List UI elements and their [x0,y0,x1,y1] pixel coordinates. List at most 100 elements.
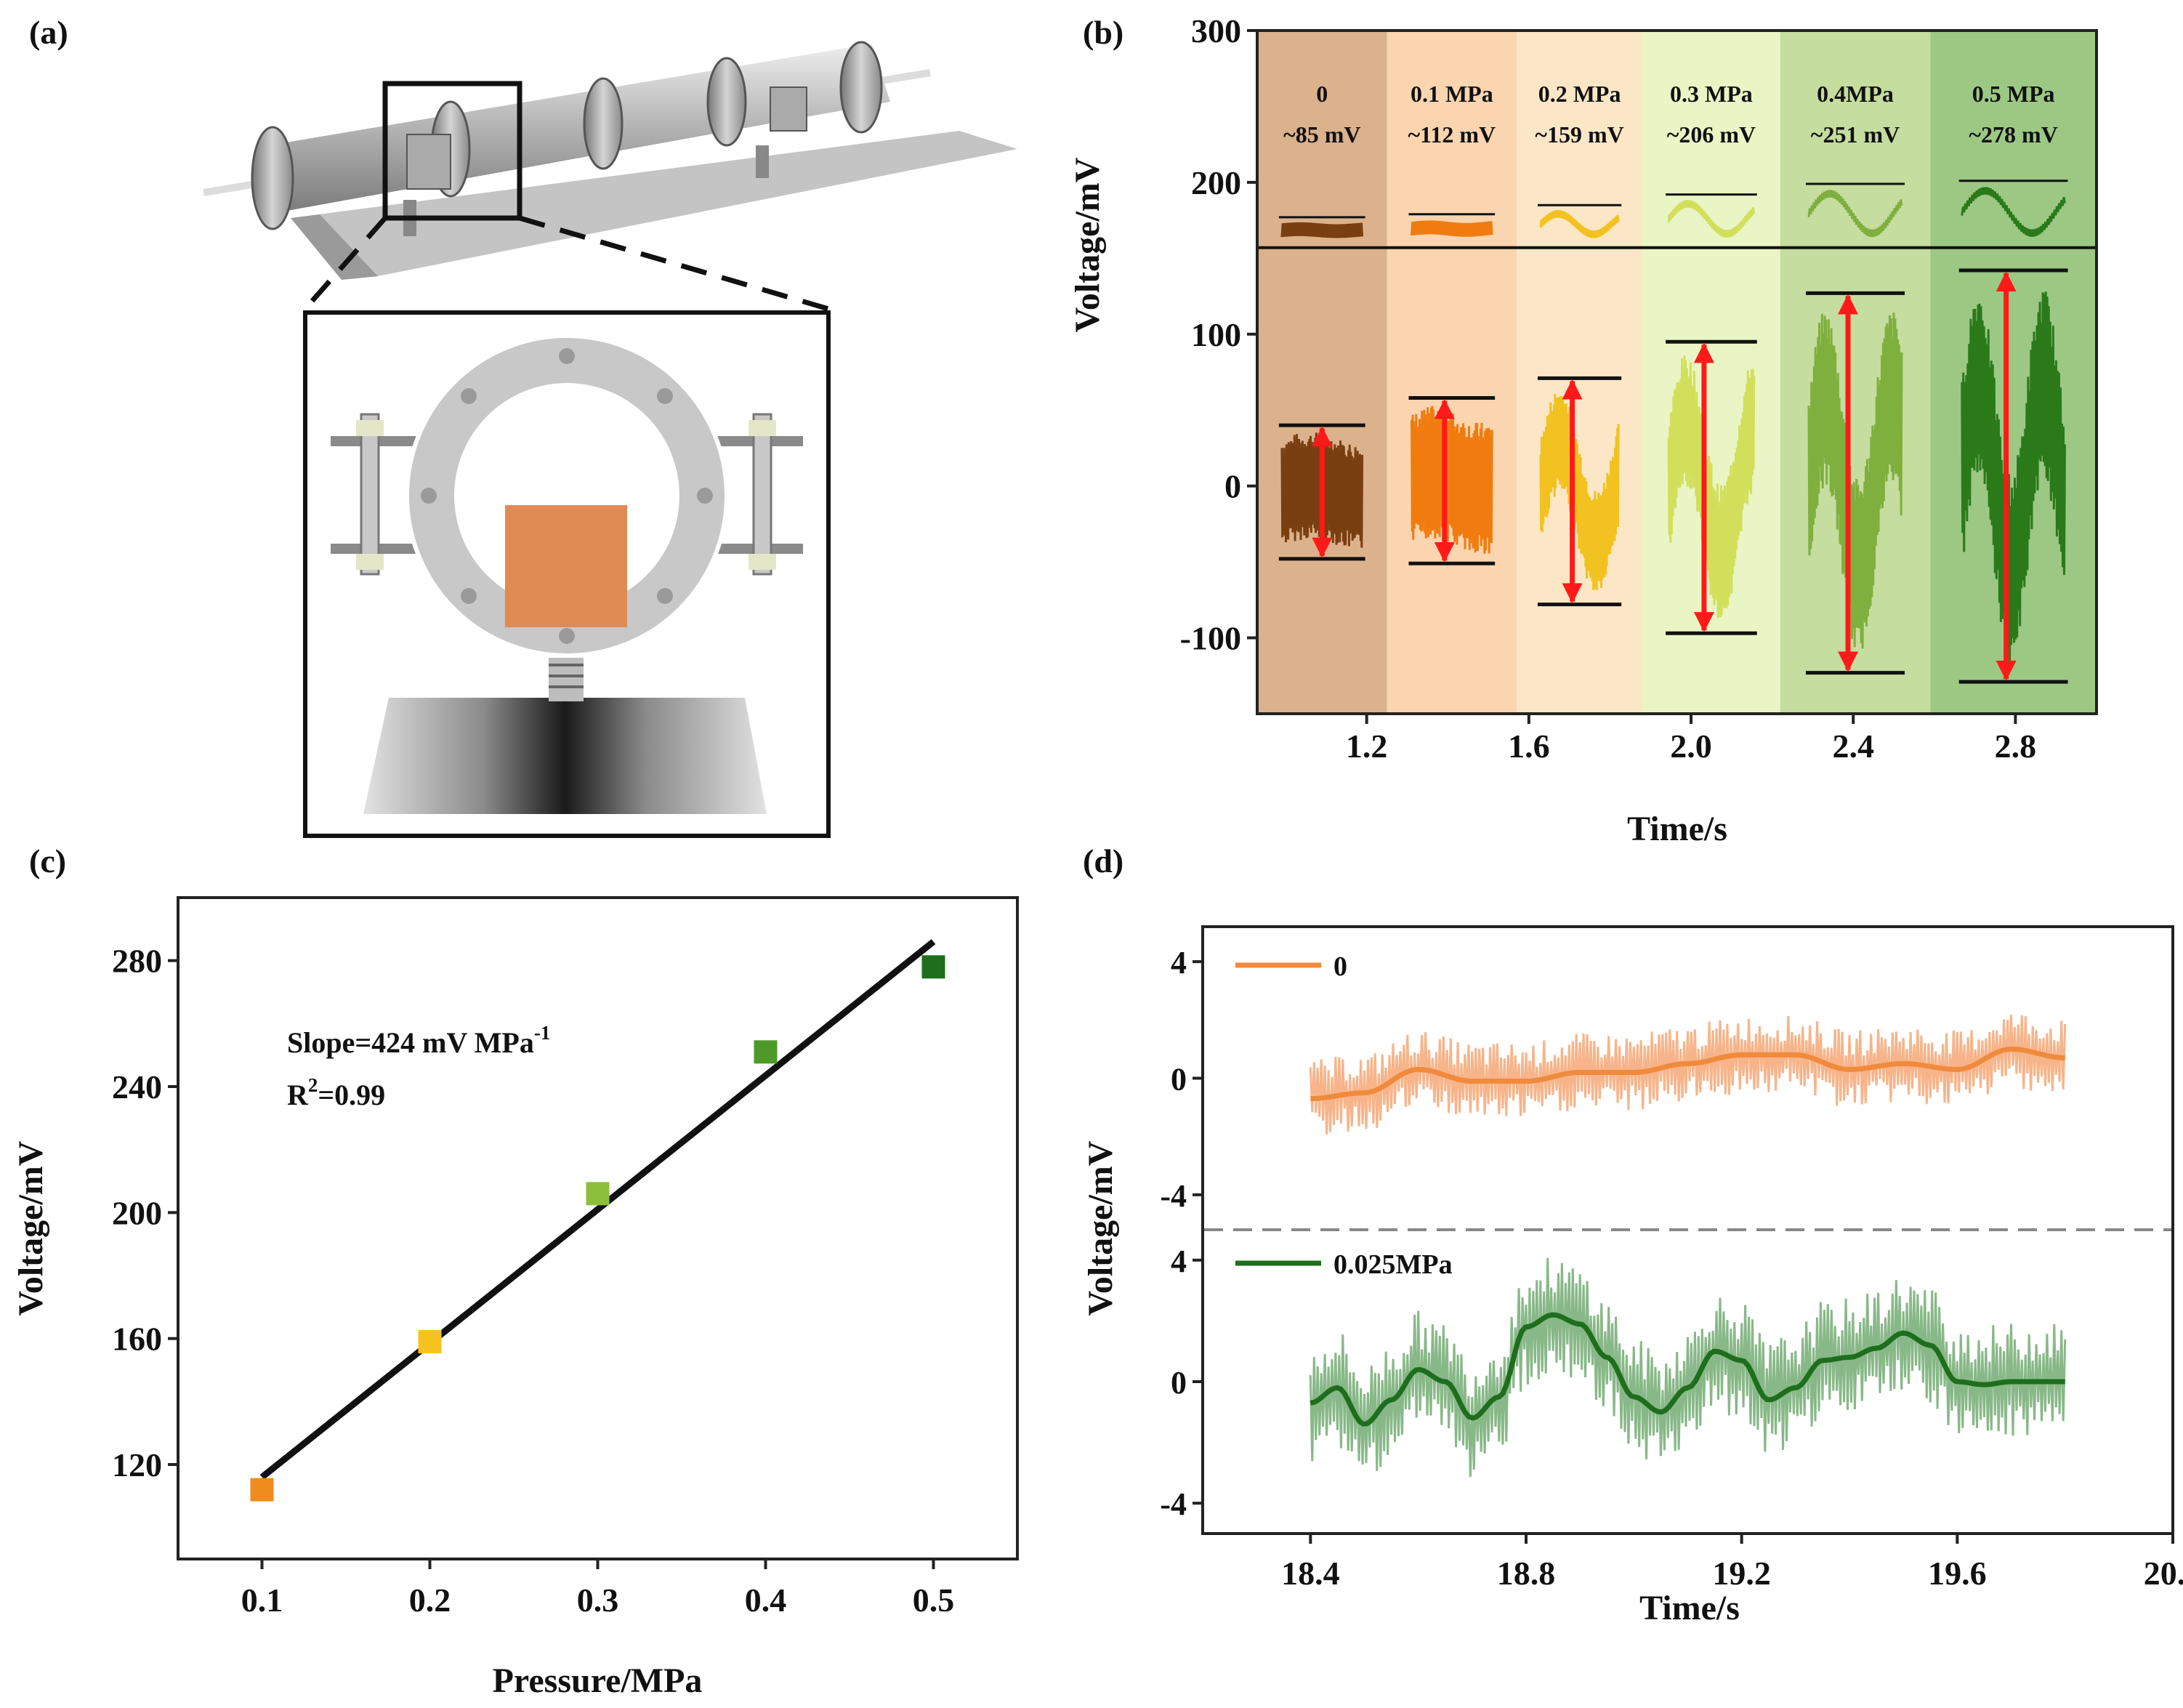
nut-left-bottom [356,554,384,570]
d-ytick-label: 0 [1171,1365,1187,1401]
flange-bolt-hole [421,488,437,504]
c-ytick-label: 120 [112,1446,162,1483]
c-points [250,955,945,1502]
b-pressure-label-3: 0.3 MPa [1670,81,1753,107]
pipe-base-plate-side [291,214,378,280]
bolt-right [752,413,772,576]
d-ytick-label: 4 [1171,945,1187,980]
d-xtick-label: 18.8 [1497,1555,1556,1592]
zoom-line-right [519,215,829,312]
c-ytick-label: 280 [112,943,162,980]
d-ytick-label: 4 [1171,1244,1187,1279]
b-amplitude-label-4: ~251 mV [1811,121,1900,148]
b-xtick-label: 1.6 [1508,728,1550,765]
pipe-end-flange-left [251,126,294,230]
b-pressure-label-0: 0 [1316,81,1328,107]
c-r2-annotation: R2=0.99 [287,1074,385,1111]
d-frame [1201,925,2174,1535]
b-axes: -100 0 100 200 300 1.2 1.6 2.0 2.4 2.8 [1180,12,2036,765]
flange-bolt-hole [559,628,575,644]
b-ytick-label: 100 [1191,316,1241,353]
panel-label-c: (c) [29,842,66,879]
d-xtick-label: 18.4 [1281,1555,1340,1592]
c-point-3 [754,1040,778,1064]
b-segment-bg-0 [1257,31,1387,714]
d-raw-trace-0 [1309,1015,2067,1135]
c-r2-sup: 2 [308,1074,318,1096]
c-xtick-label: 0.1 [241,1582,283,1619]
b-ytick-label: 0 [1224,468,1241,505]
c-point-1 [418,1330,442,1353]
d-axes: 4 0 -4 4 0 -4 18.4 18.8 19.2 19.6 20.0 [1160,945,2183,1592]
zoom-line-left [303,216,387,311]
inset-base [363,698,767,814]
d-legend-1: 0.025MPa [1235,1249,1453,1280]
d-fit-trace-1 [1310,1312,2065,1427]
b-amplitude-label-5: ~278 mV [1969,121,2057,148]
chart-c: 120 160 200 240 280 0.1 0.2 0.3 0.4 0.5 Slope=424… [12,896,1019,1700]
b-pressure-label-1: 0.1 MPa [1411,81,1493,107]
b-ylabel: Voltage/mV [1068,157,1107,332]
c-slope-annotation: Slope=424 mV MPa-1 [287,1022,550,1059]
c-xtick-label: 0.3 [577,1582,619,1619]
c-frame [177,896,1019,1560]
sensor-clamp-2 [770,86,807,132]
panel-label-d: (d) [1083,842,1123,879]
chart-b: 0 ~85 mV 0.1 MPa ~112 mV 0.2 MPa ~159 mV 0.3 M… [1068,12,2098,848]
nut-left-top [356,420,384,436]
b-amplitude-label-1: ~112 mV [1408,121,1496,148]
b-segment-bg-1 [1387,31,1517,714]
sensor-clamp [406,134,451,190]
d-xtick-label: 19.2 [1712,1555,1771,1592]
c-fit [259,939,936,1480]
c-xlabel: Pressure/MPa [493,1661,703,1700]
b-pressure-label-2: 0.2 MPa [1538,81,1621,107]
pipeline-illustration [203,41,1017,312]
b-pressure-label-4: 0.4MPa [1817,81,1894,107]
c-xtick-label: 0.2 [409,1582,451,1619]
c-ytick-label: 200 [112,1194,162,1231]
b-xtick-label: 1.2 [1346,728,1388,765]
c-ytick-label: 240 [112,1068,162,1105]
b-ytick-label: 300 [1191,12,1241,49]
b-frame [1256,29,2098,715]
nut-right-top [748,420,776,436]
b-small-trace-1 [1411,220,1493,237]
sensor-copper-block [505,505,627,627]
b-markers [1257,180,2097,684]
flange-bolt-hole [461,388,477,404]
c-ylabel: Voltage/mV [12,1140,50,1316]
c-point-4 [921,955,945,979]
b-ytick-label: -100 [1180,620,1241,657]
pipe-base-plate [291,131,1017,280]
d-raw-trace-1 [1309,1257,2067,1477]
b-small-trace-4 [1807,190,1903,238]
b-amplitude-label-0: ~85 mV [1283,121,1360,148]
b-xtick-label: 2.4 [1832,728,1874,765]
flange-bolt-hole [461,588,477,604]
d-xlabel: Time/s [1639,1589,1740,1627]
zoom-box [382,81,522,221]
pipe-end-flange-right [839,41,883,134]
nut-right-bottom [748,554,776,570]
bolt-left [360,413,380,576]
flange-bolt-hole [657,588,673,604]
b-pressure-label-5: 0.5 MPa [1972,81,2055,107]
support-post-2 [756,145,769,178]
c-slope-text: Slope=424 mV MPa [287,1026,534,1059]
flange-bolt-hole [657,388,673,404]
b-small-trace-3 [1667,200,1756,238]
c-axes: 120 160 200 240 280 0.1 0.2 0.3 0.4 0.5 [112,943,954,1619]
chart-d: 40-440-418.418.819.219.620.0 0 0.025MPa … [1081,925,2183,1627]
d-legend-label-0: 0 [1333,951,1347,982]
c-slope-sup: -1 [534,1022,551,1044]
b-ytick-label: 200 [1191,164,1241,201]
b-small-trace-5 [1961,187,2066,237]
c-ytick-label: 160 [112,1321,162,1358]
d-fit-trace-0 [1310,1046,2065,1102]
c-fit-line [259,939,936,1480]
b-xtick-label: 2.8 [1995,728,2037,765]
c-point-0 [250,1478,274,1502]
panel-label-a: (a) [29,14,68,51]
b-small-trace-0 [1280,222,1364,238]
